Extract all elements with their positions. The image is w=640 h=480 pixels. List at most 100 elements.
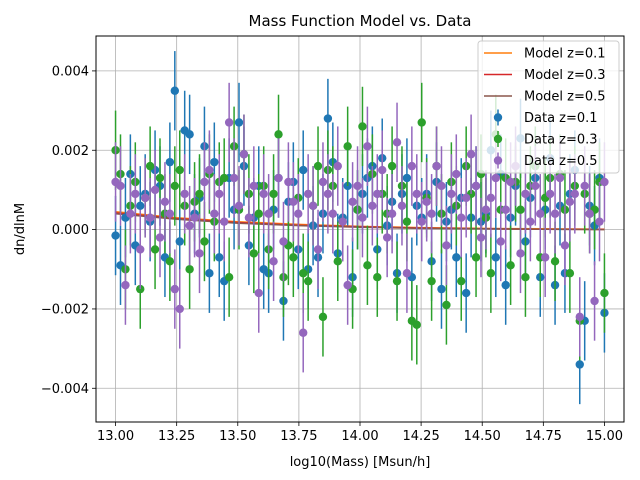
data-point	[452, 169, 461, 179]
legend: Model z=0.1 Model z=0.3 Model z=0.5 Data z=…	[477, 40, 620, 174]
data-point	[521, 273, 530, 282]
data-point	[402, 217, 412, 226]
y-tick-label: 0.000	[52, 223, 89, 238]
data-point	[471, 253, 481, 262]
data-point	[111, 231, 120, 240]
data-point	[299, 328, 308, 337]
data-point	[136, 245, 145, 254]
x-tick-label: 14.75	[525, 429, 562, 444]
data-point	[343, 142, 352, 151]
data-point	[368, 201, 377, 210]
data-point	[289, 197, 298, 207]
x-tick-label: 14.25	[403, 429, 440, 444]
data-point	[175, 165, 184, 175]
legend-label: Data z=0.5	[524, 154, 598, 169]
legend-marker-swatch	[493, 134, 503, 144]
data-point	[219, 173, 229, 183]
data-point	[244, 213, 254, 222]
data-point	[299, 165, 308, 175]
data-point	[491, 253, 501, 262]
data-point	[560, 241, 570, 250]
data-point	[145, 161, 155, 171]
data-point	[185, 221, 194, 230]
data-point	[466, 150, 476, 159]
data-point	[254, 288, 263, 298]
data-point	[343, 280, 352, 290]
data-point	[289, 253, 298, 262]
data-point	[417, 118, 426, 127]
data-point	[195, 189, 204, 199]
data-point	[363, 142, 372, 151]
data-point	[516, 249, 525, 258]
data-point	[422, 197, 431, 207]
data-point	[363, 261, 372, 270]
data-point	[427, 276, 436, 286]
data-point	[215, 253, 224, 262]
legend-entry: Data z=0.1	[493, 109, 598, 126]
data-point	[224, 118, 234, 127]
data-point	[190, 213, 199, 222]
data-point	[269, 189, 278, 199]
data-point	[481, 205, 491, 214]
data-point	[185, 130, 194, 139]
data-point	[452, 253, 461, 262]
data-point	[219, 217, 229, 226]
data-point	[116, 181, 125, 191]
data-point	[155, 233, 165, 242]
data-point	[516, 205, 525, 214]
data-point	[284, 177, 293, 187]
data-point	[274, 130, 283, 139]
data-point	[575, 360, 584, 369]
legend-entry: Model z=0.5	[484, 90, 606, 105]
data-point	[358, 213, 367, 222]
x-tick-label: 13.50	[219, 429, 256, 444]
data-point	[224, 273, 234, 282]
legend-label: Model z=0.5	[524, 90, 606, 105]
data-point	[200, 237, 209, 246]
data-point	[402, 269, 412, 278]
data-point	[303, 276, 313, 286]
data-point	[150, 185, 160, 195]
data-point	[457, 213, 466, 222]
data-point	[239, 150, 249, 159]
data-point	[432, 161, 441, 171]
data-point	[506, 177, 515, 187]
data-point	[378, 165, 387, 175]
data-point	[145, 213, 155, 222]
data-point	[427, 209, 436, 218]
data-point	[308, 201, 318, 210]
legend-entry: Model z=0.1	[484, 47, 606, 62]
data-point	[323, 114, 333, 123]
data-point	[205, 269, 214, 278]
data-point	[486, 269, 496, 278]
data-point	[175, 237, 184, 246]
data-point	[387, 209, 397, 218]
legend-label: Model z=0.3	[524, 68, 606, 83]
x-axis: 13.00 13.25 13.50 13.75 14.00 14.25 14.50 14.75…	[97, 422, 623, 444]
data-point	[461, 288, 471, 298]
legend-marker-swatch	[493, 156, 503, 165]
x-tick-label: 14.00	[341, 429, 378, 444]
data-point	[585, 209, 594, 218]
data-point	[126, 209, 135, 218]
data-point	[175, 304, 184, 314]
data-point	[461, 193, 471, 203]
y-tick-label: 0.004	[52, 64, 89, 79]
data-point	[580, 181, 589, 191]
data-point	[476, 233, 486, 242]
data-point	[180, 189, 189, 199]
data-point	[442, 241, 451, 250]
data-point	[501, 205, 510, 214]
x-tick-label: 13.00	[97, 429, 134, 444]
data-point	[382, 233, 392, 242]
x-axis-label: log10(Mass) [Msun/h]	[290, 455, 431, 470]
data-point	[210, 209, 219, 218]
data-point	[254, 209, 263, 218]
x-tick-label: 13.25	[158, 429, 195, 444]
data-point	[600, 177, 609, 187]
data-point	[550, 209, 560, 218]
data-point	[259, 189, 268, 199]
data-point	[269, 257, 278, 266]
data-point	[274, 173, 283, 183]
